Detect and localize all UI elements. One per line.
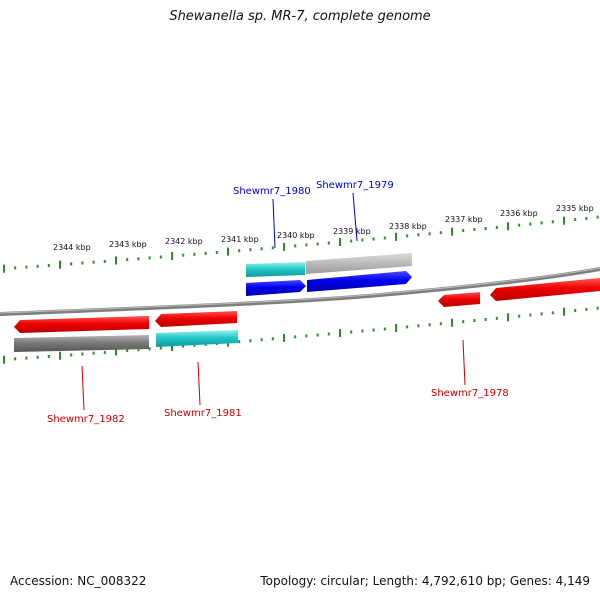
- tick-label-2337: 2337 kbp: [445, 215, 483, 224]
- map-title: Shewanella sp. MR-7, complete genome: [169, 9, 431, 24]
- gene-downstream-reverse[interactable]: [490, 278, 600, 301]
- gene-shewmr7-1981[interactable]: [155, 311, 237, 327]
- feature-cyan-forward[interactable]: [246, 262, 305, 277]
- feature-gray-reverse[interactable]: [14, 335, 149, 352]
- forward-strand-features: [246, 253, 412, 296]
- label-leaders: [81, 192, 466, 411]
- scale-labels: 2344 kbp 2343 kbp 2342 kbp 2341 kbp 2340…: [53, 204, 594, 252]
- tick-label-2338: 2338 kbp: [389, 222, 427, 231]
- gene-shewmr7-1978[interactable]: [438, 292, 480, 307]
- leader-shewmr7-1980: [272, 198, 276, 249]
- reverse-strand-features: [14, 278, 600, 352]
- tick-label-2339: 2339 kbp: [333, 227, 371, 236]
- leader-shewmr7-1982: [81, 365, 85, 411]
- genome-backbone-highlight: [0, 267, 600, 314]
- gene-labels: Shewmr7_1980 Shewmr7_1979 Shewmr7_1982 S…: [47, 180, 509, 425]
- feature-gray-forward[interactable]: [306, 253, 412, 274]
- genome-backbone: [0, 267, 600, 316]
- tick-label-2342: 2342 kbp: [165, 237, 203, 246]
- tick-label-2341: 2341 kbp: [221, 235, 259, 244]
- tick-label-2340: 2340 kbp: [277, 231, 315, 240]
- gene-shewmr7-1979[interactable]: [307, 271, 412, 292]
- tick-label-2336: 2336 kbp: [500, 209, 538, 218]
- leader-shewmr7-1978: [462, 339, 466, 386]
- gene-label-shewmr7-1978[interactable]: Shewmr7_1978: [431, 388, 509, 399]
- gene-label-shewmr7-1980[interactable]: Shewmr7_1980: [233, 186, 311, 197]
- leader-shewmr7-1981: [197, 361, 201, 406]
- accession-text: Accession: NC_008322: [10, 574, 147, 588]
- inner-scale-track: [3, 306, 599, 364]
- gene-label-shewmr7-1981[interactable]: Shewmr7_1981: [164, 408, 242, 419]
- leader-shewmr7-1979: [352, 192, 358, 242]
- gene-shewmr7-1982[interactable]: [14, 316, 149, 333]
- tick-label-2335: 2335 kbp: [556, 204, 594, 213]
- gene-shewmr7-1980[interactable]: [246, 280, 306, 296]
- tick-label-2343: 2343 kbp: [109, 240, 147, 249]
- gene-label-shewmr7-1982[interactable]: Shewmr7_1982: [47, 414, 125, 425]
- outer-scale-track: [3, 215, 599, 273]
- genome-summary-text: Topology: circular; Length: 4,792,610 bp…: [260, 574, 590, 588]
- tick-label-2344: 2344 kbp: [53, 243, 91, 252]
- gene-label-shewmr7-1979[interactable]: Shewmr7_1979: [316, 180, 394, 191]
- feature-cyan-reverse[interactable]: [156, 330, 238, 347]
